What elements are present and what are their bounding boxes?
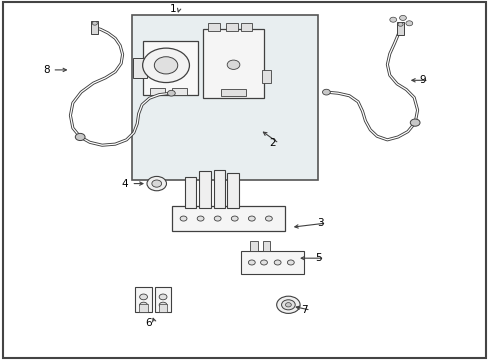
Text: 6: 6: [145, 319, 152, 328]
Text: 8: 8: [43, 65, 49, 75]
FancyBboxPatch shape: [172, 206, 285, 231]
Circle shape: [265, 216, 272, 221]
Circle shape: [276, 296, 300, 314]
Text: 9: 9: [418, 75, 425, 85]
FancyBboxPatch shape: [155, 287, 171, 312]
Circle shape: [159, 302, 166, 308]
Text: 2: 2: [269, 139, 276, 148]
Text: 4: 4: [122, 179, 128, 189]
FancyBboxPatch shape: [241, 251, 304, 274]
FancyBboxPatch shape: [142, 41, 197, 95]
Circle shape: [154, 57, 177, 74]
Circle shape: [147, 176, 166, 191]
Circle shape: [159, 294, 166, 300]
Circle shape: [399, 15, 406, 21]
Text: 7: 7: [301, 305, 307, 315]
FancyBboxPatch shape: [240, 23, 252, 31]
FancyBboxPatch shape: [225, 23, 237, 31]
Circle shape: [231, 216, 238, 221]
FancyBboxPatch shape: [207, 23, 219, 31]
Circle shape: [274, 260, 281, 265]
FancyBboxPatch shape: [172, 88, 186, 95]
Circle shape: [92, 21, 97, 25]
Circle shape: [75, 134, 85, 140]
Text: 5: 5: [314, 253, 321, 263]
Circle shape: [287, 260, 294, 265]
Circle shape: [140, 302, 147, 308]
FancyBboxPatch shape: [250, 240, 258, 251]
FancyBboxPatch shape: [184, 177, 196, 208]
Circle shape: [167, 90, 175, 96]
Circle shape: [180, 216, 186, 221]
Bar: [396, 22, 404, 35]
Circle shape: [281, 300, 295, 310]
FancyBboxPatch shape: [203, 30, 264, 98]
FancyBboxPatch shape: [139, 305, 148, 312]
Circle shape: [397, 22, 402, 26]
FancyBboxPatch shape: [262, 240, 270, 251]
Circle shape: [248, 216, 255, 221]
Circle shape: [248, 260, 255, 265]
Circle shape: [214, 216, 221, 221]
Circle shape: [409, 119, 419, 126]
FancyBboxPatch shape: [150, 88, 164, 95]
Text: 1: 1: [169, 4, 176, 14]
FancyBboxPatch shape: [213, 170, 225, 208]
FancyBboxPatch shape: [158, 305, 167, 312]
Circle shape: [197, 216, 203, 221]
FancyBboxPatch shape: [199, 171, 210, 208]
Bar: [132, 15, 317, 180]
Circle shape: [152, 180, 161, 187]
Circle shape: [140, 294, 147, 300]
Circle shape: [405, 21, 412, 26]
Circle shape: [227, 60, 240, 69]
Circle shape: [389, 17, 396, 22]
Circle shape: [260, 260, 267, 265]
Circle shape: [142, 48, 189, 82]
FancyBboxPatch shape: [133, 58, 147, 78]
FancyBboxPatch shape: [135, 287, 152, 312]
Circle shape: [322, 89, 330, 95]
Text: 3: 3: [316, 218, 323, 228]
FancyBboxPatch shape: [227, 173, 239, 208]
FancyBboxPatch shape: [261, 70, 271, 83]
Circle shape: [285, 303, 291, 307]
FancyBboxPatch shape: [221, 89, 245, 96]
Bar: [91, 21, 98, 34]
